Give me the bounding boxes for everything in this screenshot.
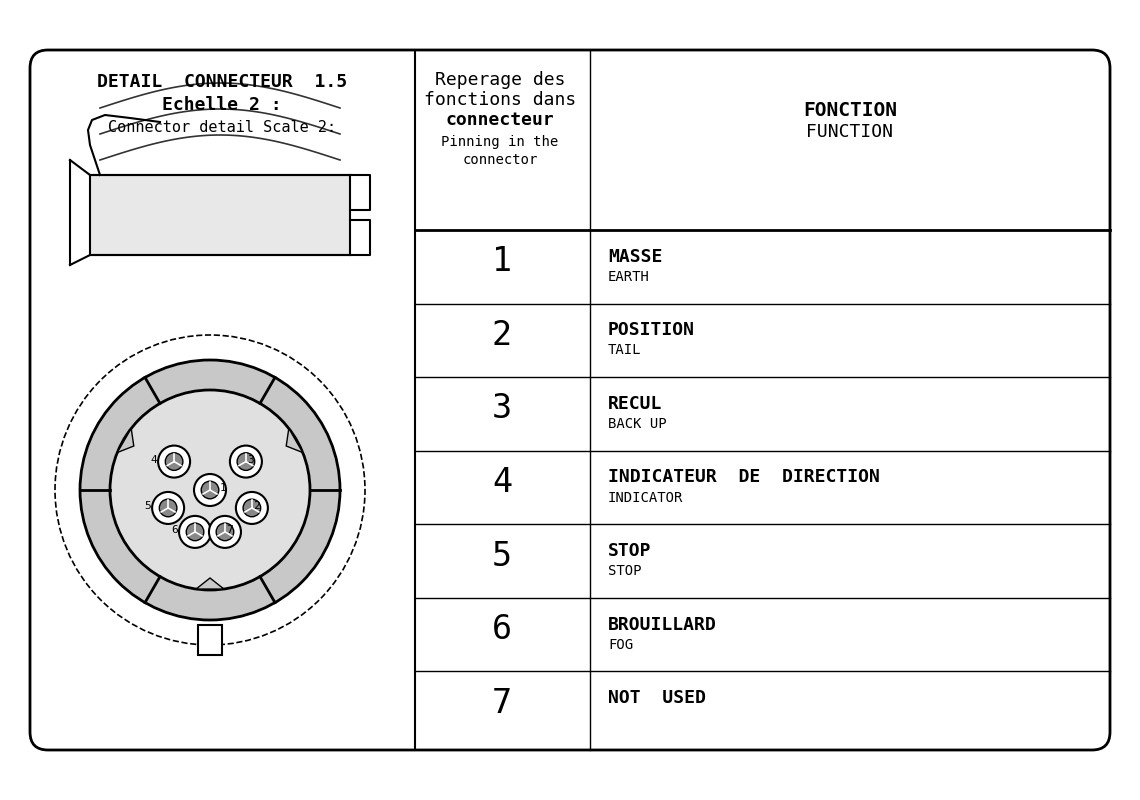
Circle shape	[194, 474, 226, 506]
Text: 2: 2	[253, 502, 260, 511]
Text: 5: 5	[492, 539, 512, 573]
Text: Echelle 2 :: Echelle 2 :	[162, 96, 282, 114]
Text: 5: 5	[144, 502, 150, 511]
Circle shape	[243, 499, 261, 517]
Circle shape	[158, 446, 190, 478]
Circle shape	[201, 481, 219, 499]
Text: 2: 2	[492, 319, 512, 352]
Circle shape	[165, 453, 182, 470]
Circle shape	[209, 516, 241, 548]
Circle shape	[179, 516, 211, 548]
Circle shape	[186, 523, 204, 541]
Text: 4: 4	[492, 466, 512, 499]
Circle shape	[217, 523, 234, 541]
Circle shape	[109, 390, 310, 590]
Polygon shape	[196, 578, 223, 589]
Text: 4: 4	[150, 455, 157, 465]
Text: INDICATOR: INDICATOR	[608, 490, 683, 505]
Text: EARTH: EARTH	[608, 270, 650, 284]
Text: 7: 7	[492, 686, 512, 720]
Text: STOP: STOP	[608, 564, 642, 578]
Text: 6: 6	[492, 613, 512, 646]
Text: 3: 3	[247, 455, 254, 465]
Text: NOT  USED: NOT USED	[608, 690, 706, 707]
Text: connecteur: connecteur	[446, 111, 554, 129]
Text: DETAIL  CONNECTEUR  1.5: DETAIL CONNECTEUR 1.5	[97, 73, 347, 91]
Text: 7: 7	[227, 526, 234, 535]
Text: BACK UP: BACK UP	[608, 417, 667, 431]
Text: STOP: STOP	[608, 542, 651, 560]
FancyBboxPatch shape	[90, 175, 350, 255]
Text: 3: 3	[492, 393, 512, 426]
Text: fonctions dans: fonctions dans	[424, 91, 576, 109]
Text: RECUL: RECUL	[608, 395, 662, 413]
Circle shape	[160, 499, 177, 517]
Text: FUNCTION: FUNCTION	[806, 123, 894, 141]
Text: Connector detail Scale 2:: Connector detail Scale 2:	[108, 121, 336, 135]
FancyBboxPatch shape	[30, 50, 1110, 750]
Text: connector: connector	[463, 153, 538, 167]
Text: 6: 6	[171, 526, 178, 535]
Text: FOG: FOG	[608, 638, 633, 652]
Circle shape	[236, 492, 268, 524]
Text: Pinning in the: Pinning in the	[441, 135, 559, 149]
Text: FONCTION: FONCTION	[803, 101, 897, 119]
Circle shape	[230, 446, 262, 478]
Text: BROUILLARD: BROUILLARD	[608, 616, 717, 634]
Text: INDICATEUR  DE  DIRECTION: INDICATEUR DE DIRECTION	[608, 469, 880, 486]
FancyBboxPatch shape	[198, 625, 222, 655]
Text: 1: 1	[492, 246, 512, 278]
Polygon shape	[117, 429, 133, 453]
Text: POSITION: POSITION	[608, 322, 695, 339]
Circle shape	[237, 453, 254, 470]
Text: Reperage des: Reperage des	[434, 71, 565, 89]
Text: MASSE: MASSE	[608, 248, 662, 266]
Text: TAIL: TAIL	[608, 343, 642, 358]
Polygon shape	[286, 429, 303, 453]
Circle shape	[152, 492, 185, 524]
Text: 1: 1	[220, 483, 227, 494]
Circle shape	[80, 360, 340, 620]
